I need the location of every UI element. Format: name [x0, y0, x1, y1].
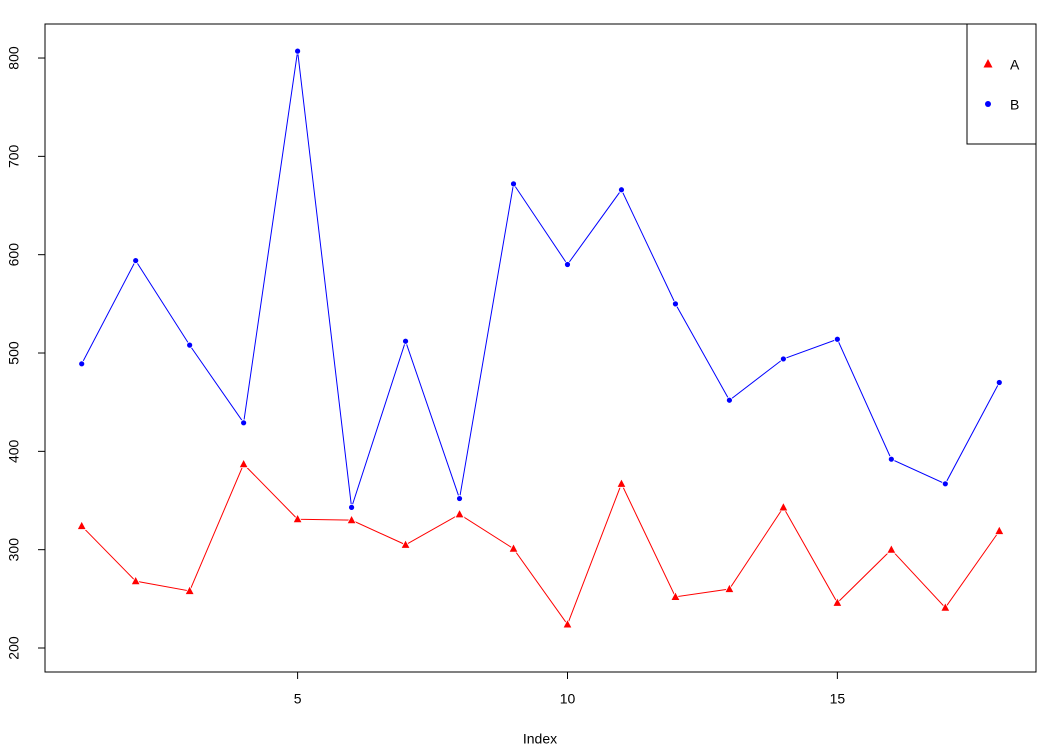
marker: [994, 525, 1005, 535]
legend-label: A: [1010, 57, 1020, 73]
series-line: [81, 51, 1000, 508]
y-tick-label: 800: [6, 46, 22, 70]
marker: [564, 261, 571, 268]
marker: [348, 503, 355, 511]
legend-marker: [983, 59, 993, 68]
marker: [456, 495, 463, 502]
marker: [294, 47, 302, 55]
marker: [726, 396, 733, 404]
marker: [833, 335, 841, 343]
marker: [132, 257, 140, 264]
x-tick-label: 10: [560, 691, 576, 707]
marker: [887, 455, 895, 463]
y-tick-label: 200: [6, 636, 22, 660]
marker: [832, 596, 843, 607]
marker: [886, 543, 897, 554]
marker: [130, 575, 141, 586]
marker: [292, 513, 303, 524]
y-tick-label: 700: [6, 144, 22, 168]
x-axis-label: Index: [523, 731, 557, 747]
marker: [346, 514, 357, 525]
x-tick-label: 15: [830, 691, 846, 707]
marker: [184, 585, 195, 595]
marker: [779, 355, 787, 363]
marker: [510, 180, 517, 188]
legend-marker: [985, 101, 991, 107]
marker: [562, 618, 573, 629]
marker: [238, 458, 249, 469]
marker: [672, 300, 679, 308]
marker: [778, 501, 789, 512]
y-tick-label: 500: [6, 341, 22, 365]
x-tick-label: 5: [294, 691, 302, 707]
marker: [995, 379, 1003, 386]
series-line: [81, 463, 1000, 626]
marker: [400, 538, 411, 549]
marker: [670, 591, 681, 601]
marker: [618, 186, 625, 194]
marker: [508, 542, 519, 553]
y-tick-label: 400: [6, 439, 22, 463]
marker: [186, 341, 194, 349]
marker: [616, 477, 627, 488]
marker: [941, 480, 949, 488]
plot-box: [44, 23, 1037, 673]
y-tick-label: 600: [6, 243, 22, 267]
legend-box: [966, 23, 1037, 145]
marker: [454, 508, 465, 519]
marker: [940, 601, 951, 612]
marker: [724, 583, 735, 593]
marker: [240, 419, 248, 427]
marker: [402, 337, 409, 345]
y-tick-label: 300: [6, 538, 22, 562]
legend-label: B: [1010, 97, 1019, 113]
marker: [76, 520, 87, 530]
marker: [78, 360, 86, 368]
